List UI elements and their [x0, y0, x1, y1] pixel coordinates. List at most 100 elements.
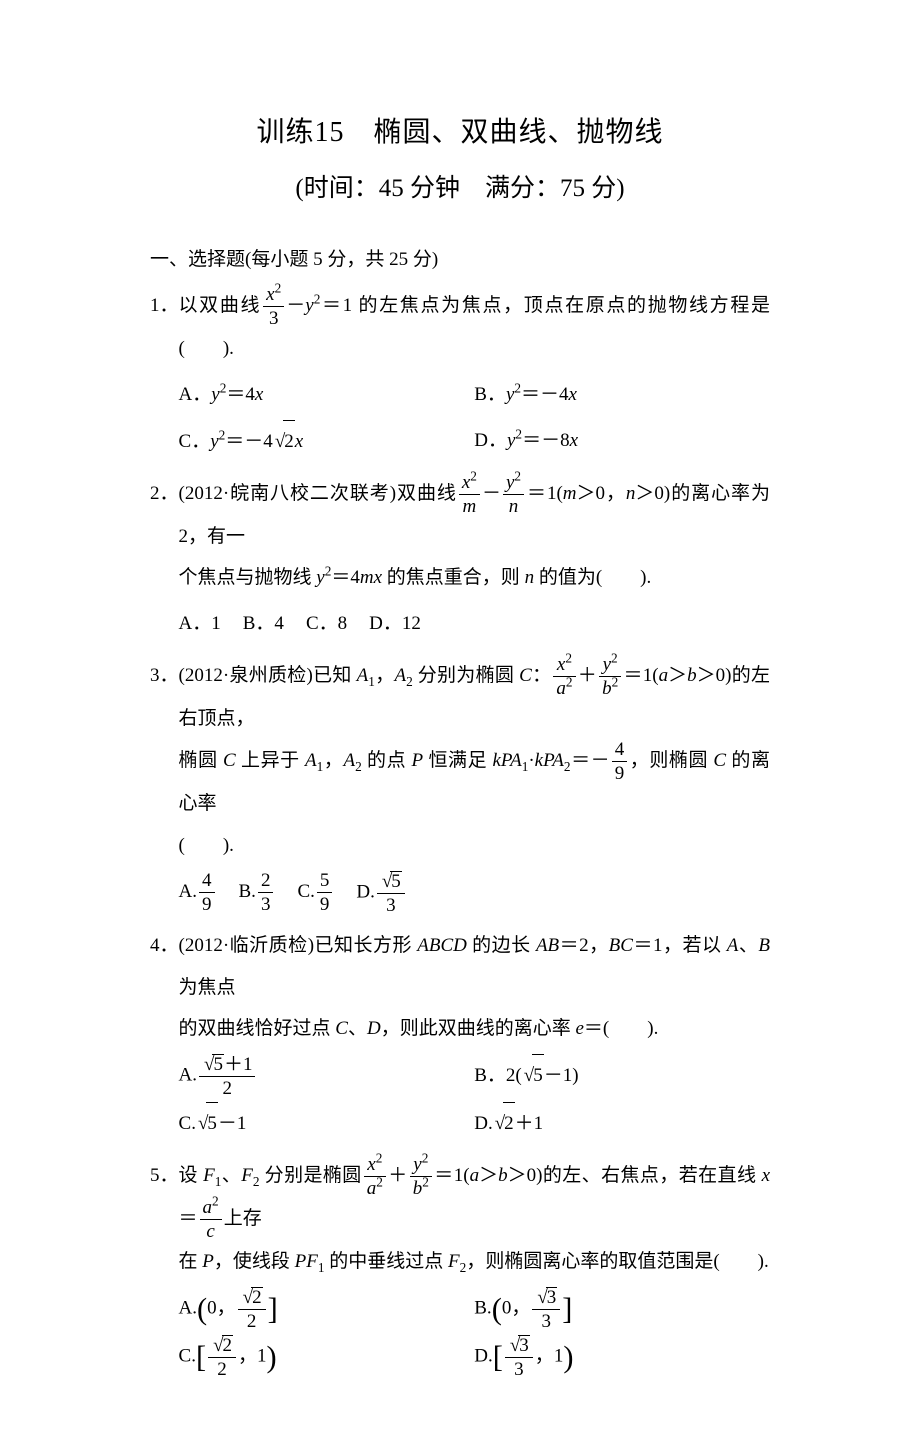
- var: y: [316, 567, 324, 588]
- question-stem: (2012·临沂质检)已知长方形 ABCD 的边长 AB＝2，BC＝1，若以 A…: [179, 925, 770, 1009]
- text: (2012·泉州质检)已知: [179, 665, 357, 686]
- var: A: [357, 665, 369, 686]
- text: ＝－: [571, 750, 610, 771]
- question-5: 5． 设 F1、F2 分别是椭圆x2a2＋y2b2＝1(a＞b＞0)的左、右焦点…: [150, 1155, 770, 1379]
- text: 3: [532, 1310, 560, 1331]
- options-row: A.49 B.23 C.59 D. 5 3: [179, 871, 770, 915]
- var: AB: [536, 935, 559, 956]
- option-B: B．2(5－1): [474, 1054, 770, 1098]
- text: 3: [377, 894, 405, 915]
- question-stem-line2: 椭圆 C 上异于 A1，A2 的点 P 恒满足 kPA1·kPA2＝－49，则椭…: [179, 740, 770, 825]
- fraction: 33: [532, 1287, 560, 1331]
- option-A: A.5＋12: [179, 1054, 475, 1098]
- text: ，: [323, 750, 343, 771]
- text: 椭圆: [179, 750, 223, 771]
- question-stem: 设 F1、F2 分别是椭圆x2a2＋y2b2＝1(a＞b＞0)的左、右焦点，若在…: [179, 1155, 770, 1241]
- var: P: [202, 1251, 214, 1272]
- option-C: C.59: [297, 871, 334, 915]
- var: y: [305, 295, 313, 316]
- fraction: 49: [612, 740, 628, 783]
- fraction: y2b2: [410, 1155, 432, 1198]
- question-stem: (2012·泉州质检)已知 A1，A2 分别为椭圆 C：x2a2＋y2b2＝1(…: [179, 655, 770, 740]
- text: 5: [317, 871, 333, 893]
- sqrt: 3: [535, 1287, 557, 1307]
- question-stem: (2012·皖南八校二次联考)双曲线x2m－y2n＝1(m＞0，n＞0)的离心率…: [179, 473, 770, 558]
- var: a: [659, 665, 669, 686]
- var: x: [266, 284, 274, 305]
- var: A: [727, 935, 739, 956]
- var: k: [492, 750, 500, 771]
- sqrt: 2: [211, 1335, 233, 1355]
- label: C．: [179, 431, 211, 452]
- fraction: 49: [199, 871, 215, 914]
- text: 以双曲线: [179, 295, 262, 316]
- sqrt: 5: [196, 1102, 218, 1145]
- sqrt: 2: [493, 1102, 515, 1145]
- text: 0: [207, 1297, 217, 1318]
- sqrt: 5: [522, 1054, 544, 1097]
- option-D: D.2＋1: [474, 1102, 770, 1145]
- label: C.: [179, 1345, 196, 1366]
- fraction: 5＋12: [199, 1054, 255, 1098]
- label: C.: [297, 881, 314, 902]
- text: ＝－8: [522, 430, 570, 451]
- options-row: C．y2＝－42x D．y2＝－8x: [179, 420, 770, 463]
- var: A: [394, 665, 406, 686]
- question-stem-line2: 的双曲线恰好过点 C、D，则此双曲线的离心率 e＝( ).: [179, 1008, 770, 1050]
- var: P: [412, 750, 424, 771]
- text: 2: [258, 871, 274, 893]
- question-number: 1．: [150, 285, 179, 463]
- fraction: 22: [238, 1287, 266, 1331]
- text: 3: [258, 893, 274, 914]
- option-D: D.[33，1): [474, 1335, 770, 1379]
- text: 5: [212, 1054, 224, 1074]
- text: ＝－4: [225, 431, 273, 452]
- label: A.: [179, 1297, 197, 1318]
- text: ＝: [179, 1208, 198, 1229]
- text: 的值为( ).: [534, 567, 651, 588]
- var: n: [525, 567, 535, 588]
- option-B: B.23: [239, 871, 276, 915]
- text: 5: [390, 871, 402, 891]
- label: D.: [474, 1345, 492, 1366]
- label: A.: [179, 1064, 197, 1085]
- text: ＞: [668, 665, 687, 686]
- text: 4: [612, 740, 628, 762]
- options-row: C.5－1 D.2＋1: [179, 1102, 770, 1145]
- sub-title: (时间：45 分钟 满分：75 分): [150, 168, 770, 204]
- label: A.: [179, 881, 197, 902]
- options-row: A．1 B．4 C．8 D．12: [179, 603, 770, 645]
- var: n: [626, 483, 636, 504]
- text: 分别为椭圆: [413, 665, 519, 686]
- text: ＞0)的左、右焦点，若在直线: [508, 1165, 762, 1186]
- fraction: a2c: [200, 1198, 222, 1241]
- var: x: [255, 384, 263, 405]
- main-title: 训练15 椭圆、双曲线、抛物线: [150, 110, 770, 150]
- var: x: [762, 1165, 770, 1186]
- question-body: 设 F1、F2 分别是椭圆x2a2＋y2b2＝1(a＞b＞0)的左、右焦点，若在…: [179, 1155, 770, 1379]
- text: ，使线段: [214, 1251, 295, 1272]
- text: ，则此双曲线的离心率: [381, 1018, 576, 1039]
- var: x: [569, 384, 577, 405]
- var: mx: [360, 567, 382, 588]
- option-D: D．y2＝－8x: [474, 420, 770, 463]
- sqrt: 2: [241, 1287, 263, 1307]
- var: a: [203, 1197, 213, 1218]
- option-D: D．12: [369, 603, 421, 645]
- fraction: 59: [317, 871, 333, 914]
- fraction: x23: [263, 285, 284, 328]
- var: C: [713, 750, 726, 771]
- text: ，则椭圆离心率的取值范围是( ).: [466, 1251, 768, 1272]
- question-stem-line2: 个焦点与抛物线 y2＝4mx 的焦点重合，则 n 的值为( ).: [179, 557, 770, 599]
- question-body: (2012·临沂质检)已知长方形 ABCD 的边长 AB＝2，BC＝1，若以 A…: [179, 925, 770, 1145]
- option-D: D. 5 3: [356, 871, 406, 915]
- label: D.: [356, 881, 374, 902]
- text: 3: [263, 307, 284, 328]
- text: ＝－4: [521, 384, 569, 405]
- sqrt: 5: [380, 871, 402, 891]
- fraction: y2b2: [599, 655, 621, 698]
- text: (2012·皖南八校二次联考)双曲线: [179, 483, 457, 504]
- text: 2: [283, 420, 295, 463]
- document-page: 训练15 椭圆、双曲线、抛物线 (时间：45 分钟 满分：75 分) 一、选择题…: [0, 0, 920, 1449]
- text: ＝4: [331, 567, 360, 588]
